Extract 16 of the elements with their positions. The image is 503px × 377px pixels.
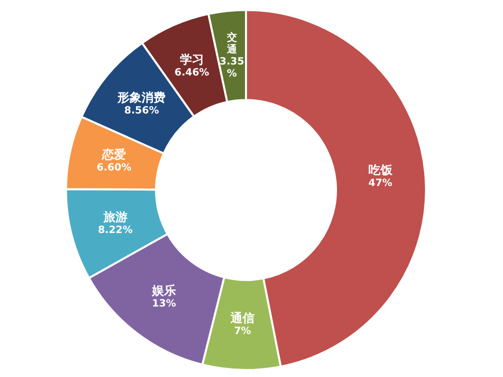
slice-label: 交通 bbox=[226, 31, 238, 56]
data-label: 3.35% bbox=[220, 56, 244, 80]
slice-label: 通信 bbox=[230, 311, 255, 326]
slice-label: 娱乐 bbox=[151, 284, 176, 298]
data-label: 47% bbox=[368, 178, 392, 189]
slice-label: 恋爱 bbox=[101, 148, 126, 162]
data-label: 13% bbox=[152, 298, 176, 309]
data-label: 6.46% bbox=[174, 67, 210, 78]
data-label: 7% bbox=[234, 326, 252, 337]
data-label: 8.22% bbox=[98, 224, 133, 236]
data-label: 6.60% bbox=[96, 162, 132, 174]
slice-label: 形象消费 bbox=[116, 90, 166, 105]
slice-label: 旅游 bbox=[102, 210, 128, 224]
slice-label: 吃饭 bbox=[368, 163, 394, 178]
data-label: 8.56% bbox=[124, 105, 159, 116]
slice-label: 学习 bbox=[180, 52, 204, 67]
